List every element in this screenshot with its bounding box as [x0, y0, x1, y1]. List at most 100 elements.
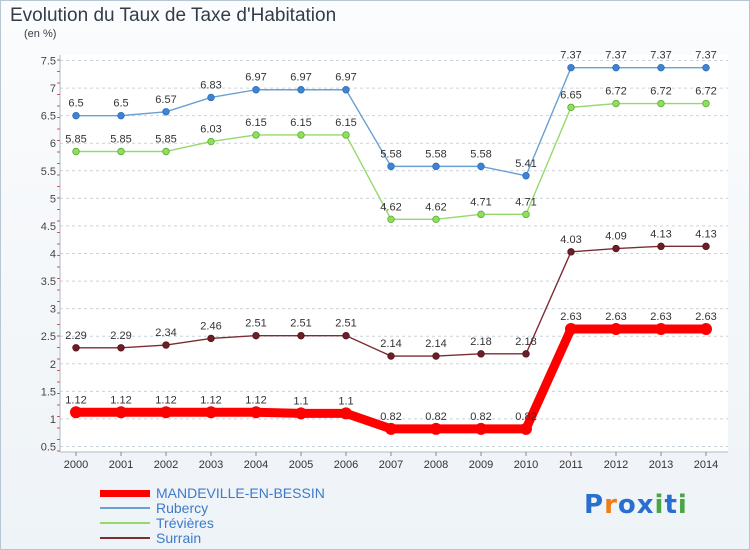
data-point: [342, 331, 350, 340]
data-label: 6.97: [245, 72, 266, 84]
y-tick-label: 5.5: [41, 166, 56, 178]
data-label: 6.5: [113, 98, 128, 110]
data-point: [567, 63, 575, 72]
data-label: 2.51: [335, 318, 356, 330]
y-tick-label: 7: [50, 83, 56, 95]
data-point: [477, 162, 485, 171]
data-label: 2.51: [245, 318, 266, 330]
data-label: 6.15: [290, 117, 311, 129]
x-tick-label: 2013: [649, 459, 673, 471]
data-point: [205, 406, 217, 419]
proxiti-logo: Proxiti: [584, 490, 688, 520]
x-tick-label: 2000: [64, 459, 88, 471]
y-tick-label: 6: [50, 138, 56, 150]
y-tick-label: 1.5: [41, 386, 56, 398]
data-point: [207, 137, 215, 146]
data-label: 2.63: [650, 311, 671, 323]
data-label: 5.85: [65, 133, 86, 145]
y-tick-label: 4: [50, 249, 56, 261]
y-tick-label: 2.5: [41, 331, 56, 343]
y-tick-label: 3.5: [41, 276, 56, 288]
data-label: 2.63: [695, 311, 716, 323]
data-point: [432, 215, 440, 224]
data-label: 6.5: [68, 98, 83, 110]
y-tick-label: 7.5: [41, 56, 56, 68]
data-point: [475, 422, 487, 435]
data-label: 4.13: [650, 228, 671, 240]
x-tick-label: 2014: [694, 459, 718, 471]
data-point: [117, 344, 125, 352]
data-point: [72, 111, 80, 120]
data-point: [430, 422, 442, 435]
data-point: [387, 352, 395, 360]
data-point: [655, 323, 667, 336]
data-point: [432, 162, 440, 171]
data-label: 5.85: [110, 133, 131, 145]
data-label: 5.58: [470, 148, 491, 160]
data-point: [72, 344, 80, 352]
data-point: [250, 406, 262, 419]
data-point: [117, 111, 125, 120]
logo-letter: i: [677, 490, 688, 520]
legend-swatch: [100, 489, 150, 497]
data-point: [117, 147, 125, 156]
data-label: 1.12: [65, 394, 86, 406]
data-point: [520, 422, 532, 435]
data-point: [70, 406, 82, 419]
data-point: [387, 162, 395, 171]
legend-swatch: [100, 522, 150, 524]
x-tick-label: 2011: [559, 459, 583, 471]
data-label: 1.1: [293, 395, 308, 407]
data-label: 6.03: [200, 124, 221, 136]
data-label: 4.71: [470, 196, 491, 208]
data-label: 7.37: [650, 50, 671, 62]
logo-letter: i: [654, 490, 665, 520]
data-label: 0.82: [380, 411, 401, 423]
data-label: 2.63: [560, 311, 581, 323]
data-point: [432, 352, 440, 360]
data-point: [522, 210, 530, 219]
data-point: [385, 422, 397, 435]
data-label: 0.82: [515, 411, 536, 423]
data-point: [702, 63, 710, 72]
data-point: [612, 63, 620, 72]
x-tick-label: 2002: [154, 459, 178, 471]
x-tick-label: 2003: [199, 459, 223, 471]
data-point: [565, 323, 577, 336]
data-label: 6.97: [335, 72, 356, 84]
data-label: 2.34: [155, 327, 176, 339]
data-point: [162, 341, 170, 349]
data-label: 6.15: [335, 117, 356, 129]
data-label: 1.1: [338, 395, 353, 407]
data-label: 1.12: [155, 394, 176, 406]
data-point: [207, 93, 215, 102]
data-point: [252, 131, 260, 139]
data-point: [657, 99, 665, 108]
data-point: [340, 407, 352, 420]
data-label: 6.83: [200, 79, 221, 91]
data-label: 2.51: [290, 318, 311, 330]
data-label: 4.03: [560, 234, 581, 246]
data-point: [610, 323, 622, 336]
data-label: 6.97: [290, 72, 311, 84]
data-label: 4.62: [425, 201, 446, 213]
data-point: [567, 103, 575, 112]
x-tick-label: 2001: [109, 459, 133, 471]
data-label: 2.29: [110, 330, 131, 342]
x-tick-label: 2008: [424, 459, 448, 471]
logo-letter: x: [636, 490, 655, 520]
data-point: [252, 86, 260, 94]
data-point: [297, 86, 305, 94]
legend-label: Trévières: [156, 515, 214, 531]
data-point: [72, 147, 80, 156]
data-point: [387, 215, 395, 224]
data-point: [297, 131, 305, 139]
legend-label: Surrain: [156, 530, 202, 546]
data-label: 2.14: [380, 338, 401, 350]
logo-letter: P: [584, 490, 605, 520]
y-tick-label: 2: [50, 359, 56, 371]
legend-swatch: [100, 507, 150, 509]
data-label: 7.37: [695, 50, 716, 62]
y-tick-label: 3: [50, 304, 56, 316]
